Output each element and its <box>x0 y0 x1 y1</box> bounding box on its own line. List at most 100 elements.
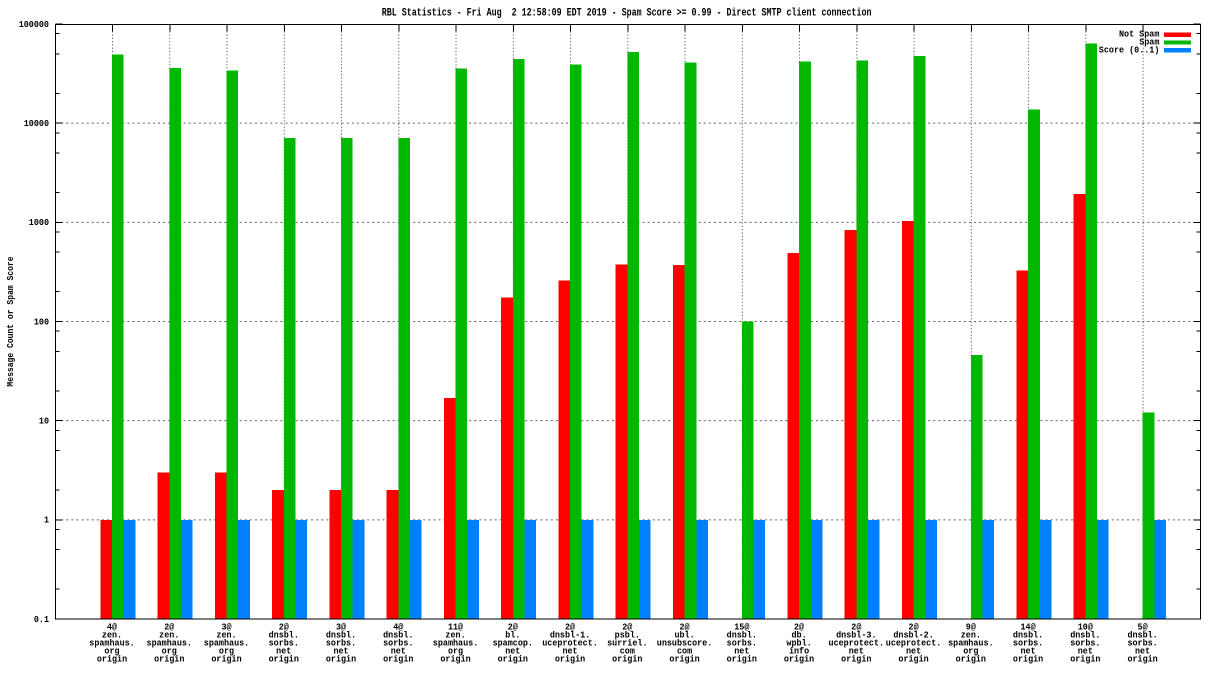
svg-text:RBL Statistics - Fri Aug 2 12: RBL Statistics - Fri Aug 2 12:58:09 EDT … <box>382 7 872 19</box>
svg-text:Not Spam: Not Spam <box>1119 29 1160 40</box>
svg-text:dnsbl.: dnsbl. <box>1013 629 1043 640</box>
svg-text:4@: 4@ <box>107 621 117 632</box>
svg-text:origin: origin <box>154 654 185 665</box>
svg-text:spamcop.: spamcop. <box>493 638 533 649</box>
svg-text:spamhaus.: spamhaus. <box>204 638 249 649</box>
svg-text:zen.: zen. <box>159 629 179 640</box>
svg-text:dnsbl-2.: dnsbl-2. <box>893 629 933 640</box>
svg-text:ubl.: ubl. <box>674 629 694 640</box>
svg-text:origin: origin <box>727 654 758 665</box>
svg-text:origin: origin <box>383 654 414 665</box>
svg-text:sorbs.: sorbs. <box>383 638 413 649</box>
svg-text:origin: origin <box>269 654 300 665</box>
svg-text:sorbs.: sorbs. <box>727 638 757 649</box>
svg-text:origin: origin <box>784 654 815 665</box>
svg-text:sorbs.: sorbs. <box>269 638 299 649</box>
svg-text:com: com <box>677 646 692 657</box>
svg-text:dnsbl-1.: dnsbl-1. <box>550 629 590 640</box>
svg-text:10: 10 <box>39 415 49 426</box>
svg-text:uceprotect.: uceprotect. <box>542 638 598 649</box>
svg-text:dnsbl.: dnsbl. <box>1070 629 1100 640</box>
svg-text:unsubscore.: unsubscore. <box>657 638 713 649</box>
svg-text:org: org <box>104 646 119 657</box>
svg-text:net: net <box>562 646 577 657</box>
svg-text:origin: origin <box>841 654 872 665</box>
svg-text:org: org <box>963 646 978 657</box>
svg-text:spamhaus.: spamhaus. <box>948 638 993 649</box>
svg-text:0.1: 0.1 <box>34 614 49 625</box>
svg-text:net: net <box>505 646 520 657</box>
svg-text:zen.: zen. <box>102 629 122 640</box>
svg-text:2@: 2@ <box>851 621 861 632</box>
svg-text:uceprotect.: uceprotect. <box>829 638 885 649</box>
svg-text:spamhaus.: spamhaus. <box>89 638 134 649</box>
svg-text:origin: origin <box>97 654 128 665</box>
svg-text:100: 100 <box>34 316 49 327</box>
svg-text:2@: 2@ <box>164 621 174 632</box>
svg-text:origin: origin <box>669 654 700 665</box>
svg-text:1: 1 <box>44 515 49 526</box>
svg-text:com: com <box>620 646 635 657</box>
svg-text:origin: origin <box>326 654 357 665</box>
svg-text:2@: 2@ <box>565 621 575 632</box>
svg-text:2@: 2@ <box>279 621 289 632</box>
svg-text:sorbs.: sorbs. <box>1127 638 1157 649</box>
svg-text:1000: 1000 <box>29 217 49 228</box>
svg-text:15@: 15@ <box>734 621 749 632</box>
svg-text:net: net <box>734 646 749 657</box>
svg-text:origin: origin <box>440 654 471 665</box>
svg-text:net: net <box>1021 646 1036 657</box>
svg-text:dnsbl.: dnsbl. <box>1127 629 1157 640</box>
svg-text:2@: 2@ <box>794 621 804 632</box>
svg-text:9@: 9@ <box>966 621 976 632</box>
svg-text:origin: origin <box>1127 654 1158 665</box>
svg-text:5@: 5@ <box>1138 621 1148 632</box>
svg-text:3@: 3@ <box>221 621 231 632</box>
svg-text:net: net <box>276 646 291 657</box>
svg-text:Score (0..1): Score (0..1) <box>1099 45 1160 56</box>
svg-text:2@: 2@ <box>622 621 632 632</box>
svg-text:spamhaus.: spamhaus. <box>433 638 478 649</box>
svg-text:sorbs.: sorbs. <box>326 638 356 649</box>
svg-text:dnsbl.: dnsbl. <box>326 629 356 640</box>
svg-text:Spam: Spam <box>1139 37 1159 48</box>
svg-text:net: net <box>391 646 406 657</box>
svg-text:100000: 100000 <box>19 19 50 30</box>
svg-text:org: org <box>162 646 177 657</box>
svg-text:wpbl.: wpbl. <box>786 638 811 649</box>
svg-text:surriel.: surriel. <box>607 638 647 649</box>
svg-text:net: net <box>906 646 921 657</box>
svg-text:org: org <box>219 646 234 657</box>
svg-text:origin: origin <box>898 654 929 665</box>
svg-text:10@: 10@ <box>1078 621 1093 632</box>
svg-text:dnsbl.: dnsbl. <box>727 629 757 640</box>
svg-text:db.: db. <box>791 629 806 640</box>
svg-text:origin: origin <box>1013 654 1044 665</box>
svg-text:2@: 2@ <box>508 621 518 632</box>
svg-text:uceprotect.: uceprotect. <box>886 638 942 649</box>
svg-text:origin: origin <box>1070 654 1101 665</box>
svg-text:sorbs.: sorbs. <box>1013 638 1043 649</box>
svg-text:14@: 14@ <box>1021 621 1036 632</box>
svg-text:spamhaus.: spamhaus. <box>147 638 192 649</box>
svg-text:2@: 2@ <box>909 621 919 632</box>
svg-text:origin: origin <box>956 654 987 665</box>
svg-text:11@: 11@ <box>448 621 463 632</box>
svg-text:origin: origin <box>498 654 529 665</box>
svg-text:psbl.: psbl. <box>615 629 640 640</box>
svg-text:Message Count or Spam Score: Message Count or Spam Score <box>5 256 16 386</box>
svg-text:dnsbl.: dnsbl. <box>269 629 299 640</box>
svg-text:sorbs.: sorbs. <box>1070 638 1100 649</box>
svg-text:4@: 4@ <box>393 621 403 632</box>
svg-text:origin: origin <box>612 654 643 665</box>
svg-text:2@: 2@ <box>680 621 690 632</box>
svg-text:3@: 3@ <box>336 621 346 632</box>
svg-text:10000: 10000 <box>24 118 50 129</box>
svg-text:zen.: zen. <box>216 629 236 640</box>
svg-text:net: net <box>333 646 348 657</box>
svg-text:zen.: zen. <box>445 629 465 640</box>
svg-text:dnsbl-3.: dnsbl-3. <box>836 629 876 640</box>
svg-text:org: org <box>448 646 463 657</box>
svg-text:origin: origin <box>211 654 242 665</box>
svg-text:net: net <box>1135 646 1150 657</box>
